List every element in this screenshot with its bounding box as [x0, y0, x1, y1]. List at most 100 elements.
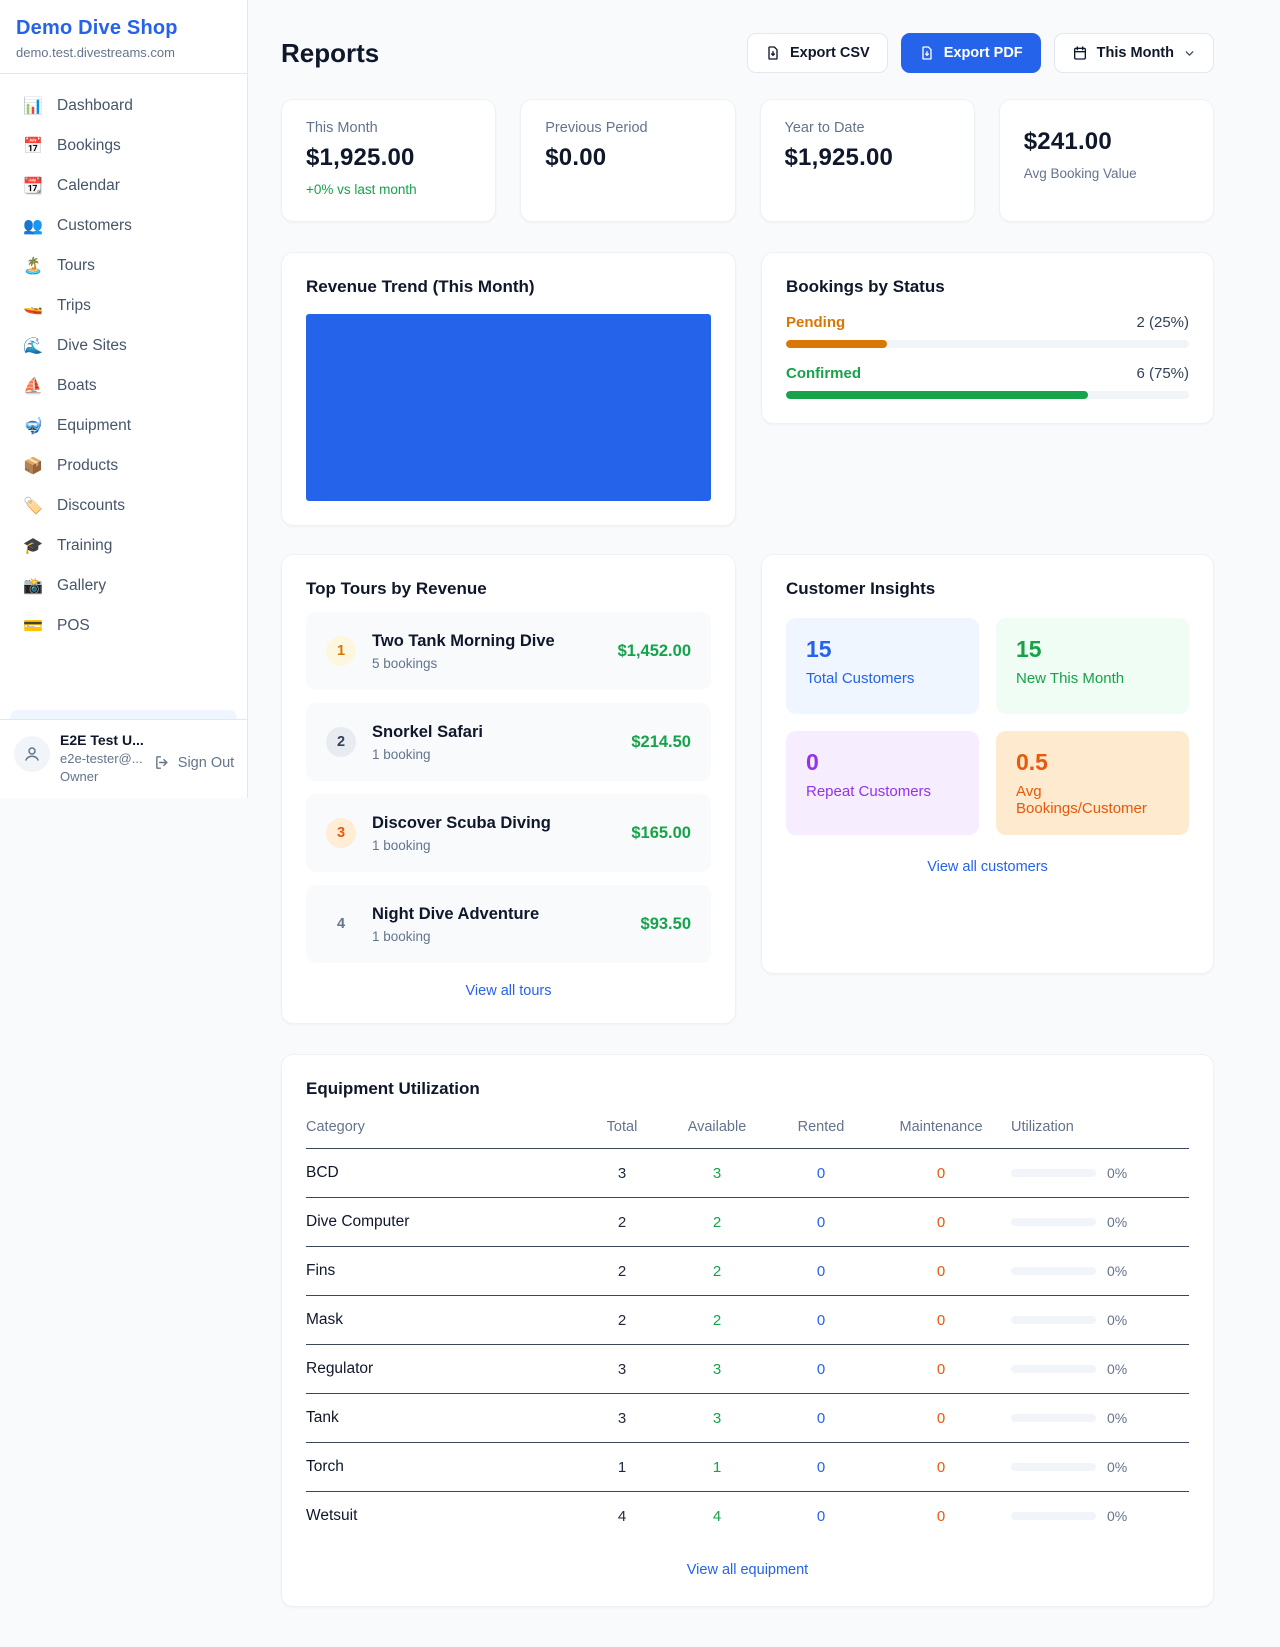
equipment-maintenance: 0 — [936, 1409, 946, 1427]
page-header: Reports Export CSV Export PDF — [281, 33, 1214, 73]
sidebar-nav-item[interactable]: 🏝️ Tours — [12, 246, 235, 286]
equipment-row: Fins 2 2 0 0 0% — [306, 1247, 1189, 1296]
export-csv-button[interactable]: Export CSV — [746, 33, 888, 73]
insight-tile: 0.5 Avg Bookings/Customer — [996, 731, 1189, 835]
tour-row[interactable]: 2 Snorkel Safari 1 booking $214.50 — [306, 703, 711, 781]
equipment-category: Mask — [306, 1311, 344, 1328]
rank-badge: 2 — [326, 727, 356, 757]
tour-revenue: $214.50 — [631, 732, 691, 751]
sidebar-nav-item[interactable]: 📦 Products — [12, 446, 235, 486]
utilization-bar — [1011, 1414, 1096, 1422]
sidebar-nav-item[interactable]: 🎓 Training — [12, 526, 235, 566]
nav-item-label: Dive Sites — [57, 337, 127, 354]
view-all-equipment-link[interactable]: View all equipment — [686, 1562, 809, 1578]
sidebar-nav-item[interactable]: ⛵ Boats — [12, 366, 235, 406]
sidebar-nav-item[interactable]: 🌊 Dive Sites — [12, 326, 235, 366]
equipment-row: Regulator 3 3 0 0 0% — [306, 1345, 1189, 1394]
status-progress-fill — [786, 340, 887, 348]
customer-insights-title: Customer Insights — [786, 579, 936, 598]
person-icon — [25, 747, 39, 761]
equipment-available: 4 — [712, 1507, 722, 1525]
sidebar-nav-item[interactable]: 👥 Customers — [12, 206, 235, 246]
insight-label: Avg Bookings/Customer — [1016, 783, 1147, 817]
equipment-rented: 0 — [816, 1311, 826, 1329]
equipment-category: Dive Computer — [306, 1213, 410, 1230]
nav-item-label: Trips — [57, 297, 91, 314]
sidebar-nav-item[interactable]: 📆 Calendar — [12, 166, 235, 206]
nav-item-icon: 📆 — [23, 178, 43, 195]
export-pdf-button[interactable]: Export PDF — [900, 33, 1041, 73]
equipment-total: 2 — [617, 1262, 627, 1280]
utilization-percent: 0% — [1107, 1165, 1128, 1181]
sidebar-nav-item[interactable]: 📸 Gallery — [12, 566, 235, 606]
equipment-category: Torch — [306, 1458, 344, 1475]
equipment-maintenance: 0 — [936, 1507, 946, 1525]
tour-row[interactable]: 3 Discover Scuba Diving 1 booking $165.0… — [306, 794, 711, 872]
status-label: Pending — [786, 314, 846, 331]
equipment-utilization-cell: 0% — [1011, 1361, 1189, 1377]
equipment-utilization-cell: 0% — [1011, 1410, 1189, 1426]
sidebar-item-reports-partial[interactable] — [10, 710, 237, 719]
sidebar-nav-item[interactable]: 📊 Dashboard — [12, 86, 235, 126]
view-all-customers-link[interactable]: View all customers — [927, 859, 1048, 875]
nav-item-icon: 🌊 — [23, 338, 43, 355]
sidebar-nav-item[interactable]: 🤿 Equipment — [12, 406, 235, 446]
insight-value: 0.5 — [1016, 749, 1048, 775]
equipment-available: 2 — [712, 1213, 722, 1231]
tour-info: Night Dive Adventure 1 booking — [372, 905, 625, 944]
profile-meta: E2E Test U... e2e-tester@... Owner — [60, 732, 144, 784]
stat-value: $241.00 — [1023, 128, 1112, 155]
nav-item-label: Boats — [57, 377, 97, 394]
status-item-header: Pending 2 (25%) — [786, 314, 1189, 331]
equipment-column-header: Category — [306, 1119, 365, 1135]
equipment-column-header: Maintenance — [899, 1119, 983, 1135]
sidebar-nav: 📊 Dashboard 📅 Bookings 📆 Calendar 👥 Cust… — [0, 74, 247, 710]
equipment-available: 2 — [712, 1311, 722, 1329]
stat-value: $1,925.00 — [784, 144, 894, 171]
tour-row[interactable]: 4 Night Dive Adventure 1 booking $93.50 — [306, 885, 711, 963]
equipment-row: Mask 2 2 0 0 0% — [306, 1296, 1189, 1345]
view-all-tours-link[interactable]: View all tours — [465, 983, 552, 999]
nav-item-label: Discounts — [57, 497, 126, 514]
nav-item-icon: 🎓 — [23, 538, 43, 555]
header-actions: Export CSV Export PDF This Month — [746, 33, 1214, 73]
equipment-utilization-cell: 0% — [1011, 1263, 1189, 1279]
equipment-rented: 0 — [816, 1164, 826, 1182]
equipment-rented: 0 — [816, 1409, 826, 1427]
sidebar-nav-item[interactable]: 🚤 Trips — [12, 286, 235, 326]
equipment-available: 3 — [712, 1409, 722, 1427]
charts-row: Revenue Trend (This Month) Bookings by S… — [281, 252, 1214, 526]
insight-label: Total Customers — [806, 670, 915, 687]
insights-row: Top Tours by Revenue 1 Two Tank Morning … — [281, 554, 1214, 1024]
equipment-maintenance: 0 — [936, 1262, 946, 1280]
sidebar-nav-item[interactable]: 📅 Bookings — [12, 126, 235, 166]
nav-item-label: Bookings — [57, 137, 121, 154]
nav-item-label: Training — [57, 537, 113, 554]
tour-bookings: 5 bookings — [372, 655, 438, 671]
period-label: This Month — [1096, 45, 1174, 61]
equipment-table-header: Category Total Available Rented Maintenance U… — [306, 1119, 1189, 1149]
revenue-trend-bar — [306, 314, 711, 501]
equipment-total: 3 — [617, 1409, 627, 1427]
sign-out-button[interactable]: Sign Out — [154, 754, 234, 771]
period-dropdown[interactable]: This Month — [1053, 33, 1214, 73]
sidebar-nav-item[interactable]: 💳 POS — [12, 606, 235, 646]
export-csv-label: Export CSV — [789, 45, 870, 61]
sidebar-nav-item[interactable]: 🏷️ Discounts — [12, 486, 235, 526]
revenue-trend-title: Revenue Trend (This Month) — [306, 277, 535, 296]
tour-row[interactable]: 1 Two Tank Morning Dive 5 bookings $1,45… — [306, 612, 711, 690]
shop-domain: demo.test.divestreams.com — [16, 45, 175, 60]
utilization-bar — [1011, 1218, 1096, 1226]
equipment-available: 1 — [712, 1458, 722, 1476]
utilization-percent: 0% — [1107, 1263, 1128, 1279]
tour-revenue: $165.00 — [631, 823, 691, 842]
nav-item-icon: 💳 — [23, 618, 43, 635]
customer-insights-card: Customer Insights 15 Total Customers 15 … — [761, 554, 1214, 974]
utilization-percent: 0% — [1107, 1410, 1128, 1426]
insight-tile: 15 Total Customers — [786, 618, 979, 714]
chevron-down-icon — [1185, 50, 1194, 56]
shop-name: Demo Dive Shop — [16, 17, 178, 39]
utilization-bar — [1011, 1169, 1096, 1177]
logout-icon — [155, 756, 168, 769]
equipment-utilization-cell: 0% — [1011, 1508, 1189, 1524]
